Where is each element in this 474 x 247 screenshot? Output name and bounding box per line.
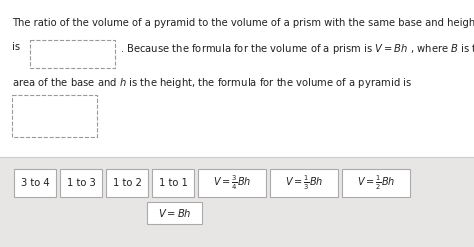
Text: is: is xyxy=(12,42,20,52)
Text: 3 to 4: 3 to 4 xyxy=(21,178,49,188)
FancyBboxPatch shape xyxy=(30,40,115,68)
Text: 1 to 2: 1 to 2 xyxy=(112,178,141,188)
Bar xyxy=(0,157,474,247)
Bar xyxy=(0,0,474,157)
FancyBboxPatch shape xyxy=(147,202,202,224)
Text: $V = \frac{1}{2}Bh$: $V = \frac{1}{2}Bh$ xyxy=(357,174,395,192)
Text: $V = Bh$: $V = Bh$ xyxy=(158,207,192,219)
Text: $V = \frac{1}{3}Bh$: $V = \frac{1}{3}Bh$ xyxy=(285,174,323,192)
FancyBboxPatch shape xyxy=(14,169,56,197)
FancyBboxPatch shape xyxy=(152,169,194,197)
FancyBboxPatch shape xyxy=(198,169,266,197)
FancyBboxPatch shape xyxy=(270,169,338,197)
Text: 1 to 1: 1 to 1 xyxy=(159,178,187,188)
FancyBboxPatch shape xyxy=(12,95,97,137)
Text: area of the base and $h$ is the height, the formula for the volume of a pyramid : area of the base and $h$ is the height, … xyxy=(12,76,412,90)
FancyBboxPatch shape xyxy=(106,169,148,197)
Text: The ratio of the volume of a pyramid to the volume of a prism with the same base: The ratio of the volume of a pyramid to … xyxy=(12,18,474,28)
Text: $V = \frac{3}{4}Bh$: $V = \frac{3}{4}Bh$ xyxy=(213,174,251,192)
FancyBboxPatch shape xyxy=(342,169,410,197)
FancyBboxPatch shape xyxy=(60,169,102,197)
Text: . Because the formula for the volume of a prism is $V = Bh$ , where $B$ is the: . Because the formula for the volume of … xyxy=(120,42,474,56)
Text: 1 to 3: 1 to 3 xyxy=(67,178,95,188)
